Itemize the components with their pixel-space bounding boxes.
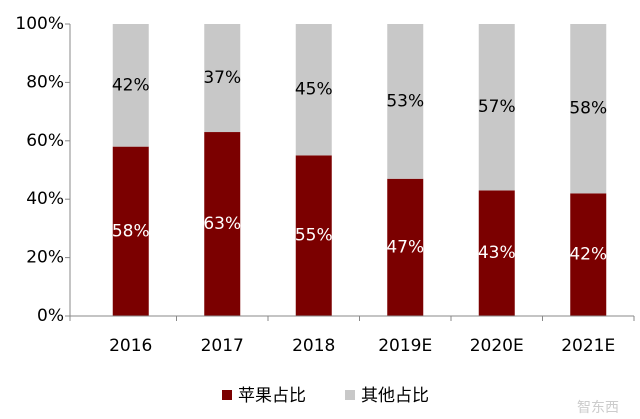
bar-segment <box>112 146 149 316</box>
x-tick-label: 2018 <box>292 336 335 356</box>
x-tick-label: 2021E <box>561 336 615 356</box>
y-tick-label: 20% <box>26 248 64 268</box>
value-label: 53% <box>386 91 424 111</box>
bar-segment <box>478 24 515 191</box>
bar-segment <box>295 24 332 156</box>
value-label: 47% <box>386 237 424 257</box>
value-label: 57% <box>478 97 516 117</box>
value-label: 55% <box>295 226 333 246</box>
y-tick-label: 0% <box>37 306 64 326</box>
bar-segment <box>112 24 149 147</box>
x-tick-label: 2020E <box>470 336 524 356</box>
legend-swatch <box>345 390 355 400</box>
value-label: 63% <box>203 214 241 234</box>
y-tick-label: 100% <box>15 14 64 34</box>
y-tick-label: 60% <box>26 131 64 151</box>
value-label: 42% <box>112 75 150 95</box>
value-label: 58% <box>112 221 150 241</box>
bar-segment <box>478 190 515 316</box>
value-label: 43% <box>478 243 516 263</box>
bar-segment <box>387 24 424 179</box>
value-label: 42% <box>569 245 607 265</box>
y-tick-label: 40% <box>26 189 64 209</box>
bar-segment <box>570 193 607 316</box>
y-tick-label: 80% <box>26 72 64 92</box>
value-label: 58% <box>569 99 607 119</box>
bar-segment <box>204 24 241 133</box>
bar-segment <box>295 155 332 316</box>
legend-label: 其他占比 <box>361 386 429 406</box>
x-tick-label: 2016 <box>109 336 152 356</box>
value-label: 45% <box>295 80 333 100</box>
x-tick-label: 2017 <box>201 336 244 356</box>
bar-segment <box>387 178 424 316</box>
bar-segment <box>204 132 241 316</box>
legend-swatch <box>222 390 232 400</box>
legend-label: 苹果占比 <box>238 386 306 406</box>
x-tick-label: 2019E <box>378 336 432 356</box>
watermark: 智东西 <box>577 400 619 416</box>
value-label: 37% <box>203 68 241 88</box>
bar-segment <box>570 24 607 194</box>
